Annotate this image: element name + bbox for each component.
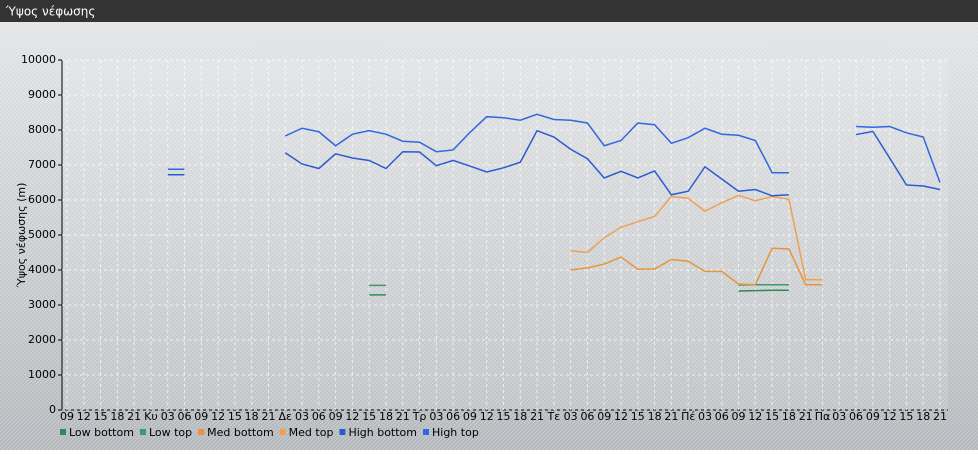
x-tick-label: 18 — [379, 410, 393, 423]
y-tick-label: 0 — [49, 403, 56, 416]
legend-swatch — [423, 429, 429, 435]
x-tick-label: 21 — [799, 410, 813, 423]
x-tick-label: 21 — [530, 410, 544, 423]
x-tick-label: 06 — [178, 410, 192, 423]
x-tick-label: 09 — [732, 410, 746, 423]
x-tick-label: 09 — [194, 410, 208, 423]
x-tick-label: 12 — [77, 410, 91, 423]
x-tick-label: 06 — [312, 410, 326, 423]
x-tick-label: 12 — [748, 410, 762, 423]
x-tick-label: 15 — [94, 410, 108, 423]
x-tick-label: 03 — [429, 410, 443, 423]
legend-swatch — [60, 429, 66, 435]
legend-label: Med bottom — [207, 426, 274, 439]
x-tick-label: 21 — [261, 410, 275, 423]
x-tick-label: 18 — [110, 410, 124, 423]
y-tick-label: 3000 — [28, 298, 56, 311]
y-tick-label: 8000 — [28, 123, 56, 136]
x-tick-label: 21 — [396, 410, 410, 423]
y-tick-label: 2000 — [28, 333, 56, 346]
x-tick-label: 06 — [580, 410, 594, 423]
x-tick-label: 03 — [564, 410, 578, 423]
legend-swatch — [198, 429, 204, 435]
y-tick-label: 10000 — [21, 53, 56, 66]
x-tick-label: 12 — [883, 410, 897, 423]
legend-label: Low top — [149, 426, 192, 439]
x-tick-label: Πα — [815, 410, 831, 423]
x-tick-label: 21 — [664, 410, 678, 423]
x-tick-label: Κυ — [144, 410, 158, 423]
series-line — [739, 290, 789, 291]
x-tick-label: 03 — [698, 410, 712, 423]
x-tick-label: 03 — [832, 410, 846, 423]
y-axis-label: Ύψος νέφωσης (m) — [15, 183, 28, 289]
x-tick-label: Δε — [279, 410, 293, 423]
x-tick-label: 12 — [345, 410, 359, 423]
window-title: Ύψος νέφωσης — [5, 5, 95, 19]
legend-label: Med top — [289, 426, 334, 439]
x-tick-label: 06 — [446, 410, 460, 423]
legend-label: High top — [432, 426, 479, 439]
title-bar — [0, 0, 978, 22]
x-tick-label: 09 — [866, 410, 880, 423]
legend-label: High bottom — [348, 426, 417, 439]
y-tick-label: 1000 — [28, 368, 56, 381]
legend-swatch — [339, 429, 345, 435]
x-tick-label: 09 — [60, 410, 74, 423]
x-tick-label: 18 — [513, 410, 527, 423]
x-tick-label: 12 — [480, 410, 494, 423]
x-tick-label: 15 — [228, 410, 242, 423]
x-tick-label: 18 — [916, 410, 930, 423]
x-tick-label: 03 — [161, 410, 175, 423]
x-tick-label: 06 — [715, 410, 729, 423]
legend-label: Low bottom — [69, 426, 134, 439]
y-tick-label: 9000 — [28, 88, 56, 101]
x-tick-label: 15 — [765, 410, 779, 423]
y-tick-label: 7000 — [28, 158, 56, 171]
y-tick-label: 6000 — [28, 193, 56, 206]
x-tick-label: 06 — [849, 410, 863, 423]
x-tick-label: 09 — [463, 410, 477, 423]
x-tick-label: 12 — [614, 410, 628, 423]
x-tick-label: 09 — [329, 410, 343, 423]
x-tick-label: 15 — [631, 410, 645, 423]
x-tick-label: 21 — [127, 410, 141, 423]
legend-swatch — [280, 429, 286, 435]
x-tick-label: 12 — [211, 410, 225, 423]
x-tick-label: 18 — [245, 410, 259, 423]
legend-swatch — [140, 429, 146, 435]
x-tick-label: 09 — [597, 410, 611, 423]
x-tick-label: Πέ — [681, 410, 695, 423]
x-tick-label: 18 — [648, 410, 662, 423]
x-tick-label: 15 — [497, 410, 511, 423]
x-tick-label: Τε — [547, 410, 561, 423]
x-tick-label: 03 — [295, 410, 309, 423]
y-tick-label: 4000 — [28, 263, 56, 276]
x-tick-label: Τρ — [412, 410, 427, 423]
x-tick-label: 15 — [899, 410, 913, 423]
y-tick-label: 5000 — [28, 228, 56, 241]
x-tick-label: 15 — [362, 410, 376, 423]
x-tick-label: 21 — [933, 410, 947, 423]
x-tick-label: 18 — [782, 410, 796, 423]
